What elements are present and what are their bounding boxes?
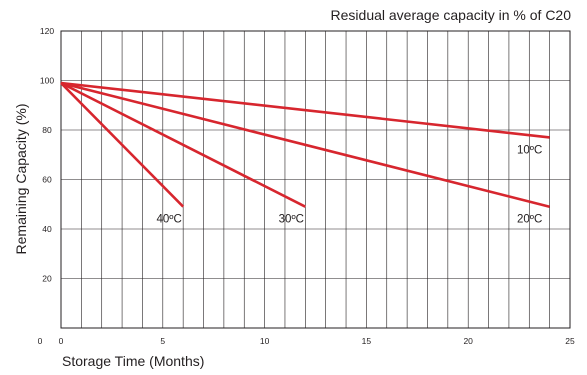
- series-lines: [60, 81, 550, 208]
- y-tick-label: 100: [40, 76, 54, 86]
- y-axis-title: Remaining Capacity (%): [13, 104, 29, 255]
- series-labels: 10ºC 20ºC 30ºC 40ºC: [157, 144, 543, 225]
- series-line: [60, 81, 550, 208]
- y-tick-label: 120: [40, 26, 54, 36]
- x-tick-label: 5: [160, 336, 165, 346]
- plot-frame: [60, 30, 571, 329]
- y-tick-label: 80: [42, 125, 52, 135]
- tick-labels: 0 5 10 15 20 25 0 20 40 60 80 100 120: [38, 26, 575, 346]
- series-line: [60, 81, 306, 208]
- y-tick-label: 40: [42, 224, 52, 234]
- series-line: [60, 81, 550, 139]
- series-label: 40ºC: [157, 214, 182, 226]
- y-tick-label: 0: [38, 336, 43, 346]
- series-label: 10ºC: [517, 144, 542, 156]
- y-tick-label: 60: [42, 175, 52, 185]
- x-tick-label: 15: [362, 336, 372, 346]
- series-label: 20ºC: [517, 214, 542, 226]
- x-tick-label: 25: [565, 336, 575, 346]
- y-tick-label: 20: [42, 274, 52, 284]
- chart-title: Residual average capacity in % of C20: [331, 7, 572, 23]
- x-tick-label: 20: [463, 336, 473, 346]
- series-line: [60, 82, 185, 208]
- x-tick-label: 10: [260, 336, 270, 346]
- series-label: 30ºC: [279, 214, 304, 226]
- x-axis-title: Storage Time (Months): [62, 353, 204, 369]
- x-tick-label: 0: [59, 336, 64, 346]
- grid: [61, 31, 570, 328]
